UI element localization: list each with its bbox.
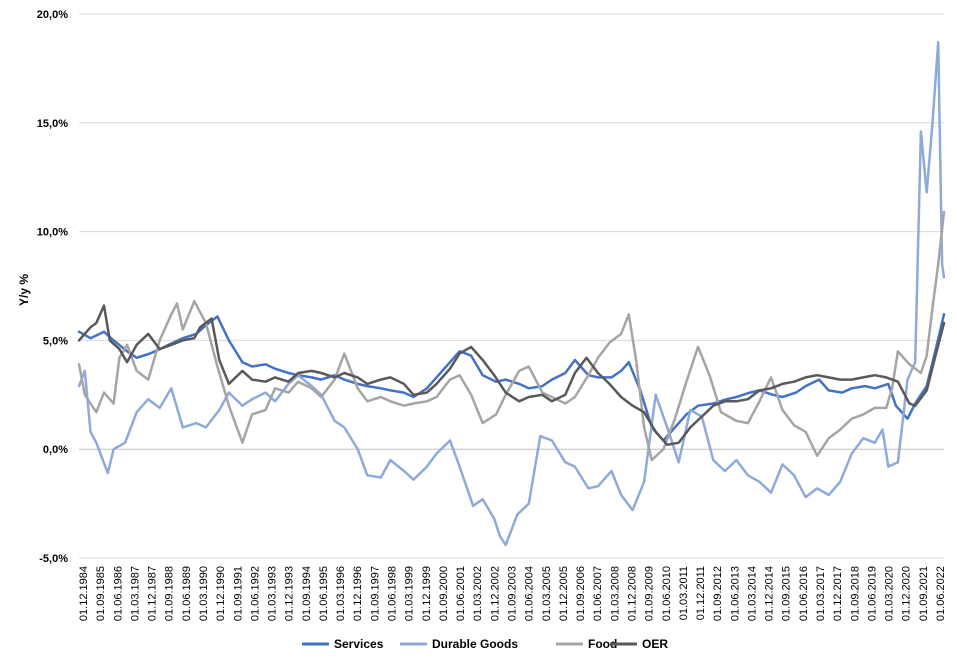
x-tick-label: 01.06.2013 [729,566,741,621]
x-tick-label: 01.03.1990 [198,566,210,621]
legend-label: Durable Goods [432,637,518,651]
x-tick-label: 01.06.2022 [935,566,947,621]
legend-label: Food [588,637,617,651]
x-tick-label: 01.09.2009 [644,566,656,621]
x-tick-label: 01.09.2012 [712,566,724,621]
y-tick-label: 5,0% [43,335,68,347]
series-line-oer [77,304,946,447]
x-tick-label: 01.03.1987 [129,566,141,621]
series-line-food [77,210,946,462]
x-tick-label: 01.09.1991 [232,566,244,621]
y-axis-label: Y/y % [17,274,31,306]
x-tick-label: 01.12.2005 [558,566,570,621]
legend: Services Durable Goods Food OER [302,637,668,651]
x-tick-label: 01.06.1992 [249,566,261,621]
x-tick-label: 01.03.2005 [541,566,553,621]
x-tick-label: 01.03.2002 [472,566,484,621]
y-tick-label: 10,0% [37,227,68,239]
series-line-durable-goods [77,41,946,547]
x-tick-label: 01.09.2021 [918,566,930,621]
x-tick-label: 01.03.2014 [746,566,758,621]
x-tick-label: 01.12.2008 [626,566,638,621]
x-tick-label: 01.12.1999 [421,566,433,621]
x-tick-label: 01.06.1995 [318,566,330,621]
x-tick-label: 01.09.1988 [164,566,176,621]
y-axis: -5,0% 0,0% 5,0% 10,0% 15,0% 20,0% [37,9,68,565]
x-tick-label: 01.09.2018 [849,566,861,621]
x-tick-label: 01.12.2017 [832,566,844,621]
x-tick-label: 01.06.1998 [387,566,399,621]
x-tick-label: 01.06.2010 [661,566,673,621]
x-tick-label: 01.09.1985 [95,566,107,621]
x-tick-label: 01.09.1997 [369,566,381,621]
x-tick-label: 01.03.1999 [404,566,416,621]
legend-item: Services [302,637,384,651]
x-tick-labels: 01.12.1984 01.09.1985 01.06.1986 01.03.1987… [78,566,947,621]
x-tick-label: 01.03.1996 [335,566,347,621]
y-tick-label: 15,0% [37,118,68,130]
legend-item: Food [556,637,617,651]
x-tick-label: 01.06.2007 [592,566,604,621]
gridlines [79,13,944,559]
x-tick-label: 01.09.1994 [301,566,313,621]
y-tick-label: 0,0% [43,444,68,456]
x-tick-label: 01.09.2006 [575,566,587,621]
x-tick-label: 01.09.2000 [438,566,450,621]
x-tick-label: 01.12.1987 [147,566,159,621]
x-tick-label: 01.12.1993 [284,566,296,621]
x-tick-label: 01.09.2015 [781,566,793,621]
x-tick-label: 01.03.2011 [678,566,690,620]
x-tick-label: 01.09.2003 [507,566,519,621]
x-tick-label: 01.06.1986 [112,566,124,621]
x-tick-label: 01.03.2017 [815,566,827,621]
legend-item: OER [610,637,668,651]
legend-label: Services [334,637,384,651]
x-tick-label: 01.03.2008 [609,566,621,621]
series-line-services [77,313,946,442]
x-tick-label: 01.12.2011 [695,566,707,620]
series-lines [77,41,946,547]
x-tick-label: 01.12.1984 [78,566,90,621]
x-tick-label: 01.06.2016 [798,566,810,621]
x-tick-label: 01.03.2020 [884,566,896,621]
x-tick-label: 01.03.1993 [267,566,279,621]
x-tick-label: 01.06.2001 [455,566,467,621]
x-tick-label: 01.12.1990 [215,566,227,621]
x-tick-label: 01.06.2004 [524,566,536,621]
legend-item: Durable Goods [400,637,518,651]
x-tick-label: 01.12.2014 [764,566,776,621]
x-tick-label: 01.12.1996 [352,566,364,621]
y-tick-label: 20,0% [37,9,68,21]
legend-label: OER [642,637,668,651]
x-tick-label: 01.06.1989 [181,566,193,621]
x-tick-label: 01.12.2002 [489,566,501,621]
x-tick-label: 01.12.2020 [901,566,913,621]
x-tick-label: 01.06.2019 [866,566,878,621]
y-tick-label: -5,0% [39,553,68,565]
